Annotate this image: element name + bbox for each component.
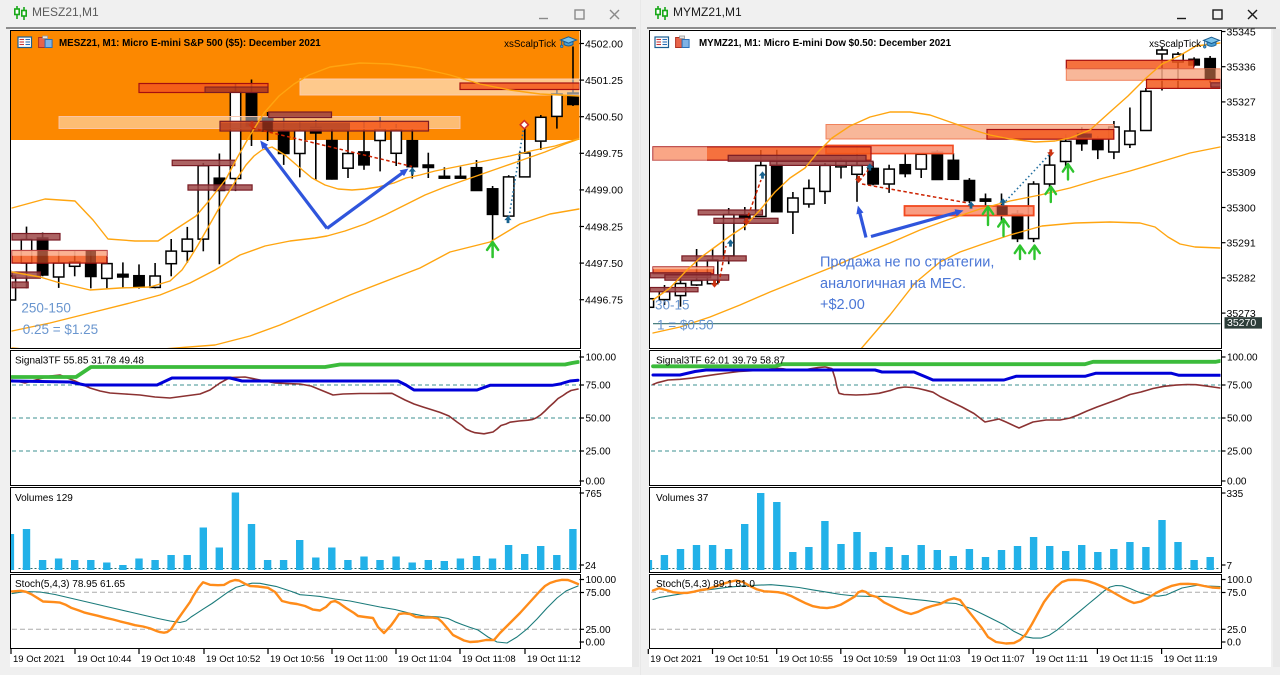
svg-text:MESZ21, M1: Micro E-mini S&P: MESZ21, M1: Micro E-mini S&P 500 ($5): D… (59, 38, 321, 49)
svg-text:35318: 35318 (1227, 132, 1256, 144)
svg-text:25.00: 25.00 (586, 625, 611, 636)
svg-text:4496.75: 4496.75 (585, 295, 623, 307)
svg-text:335: 335 (1227, 489, 1244, 500)
svg-text:19 Oct 10:44: 19 Oct 10:44 (77, 654, 131, 665)
svg-text:0.00: 0.00 (586, 477, 606, 488)
svg-text:19 Oct 11:11: 19 Oct 11:11 (1035, 654, 1088, 665)
svg-text:xsScalpTick: xsScalpTick (1149, 39, 1201, 50)
svg-text:4499.00: 4499.00 (585, 185, 623, 197)
svg-text:0.00: 0.00 (1227, 477, 1247, 488)
svg-text:Signal3TF 62.01 39.79 58.87: Signal3TF 62.01 39.79 58.87 (656, 356, 785, 367)
svg-text:100.00: 100.00 (586, 353, 617, 364)
svg-text:50.00: 50.00 (586, 414, 611, 425)
svg-text:35300: 35300 (1227, 202, 1256, 214)
svg-text:19 Oct 10:59: 19 Oct 10:59 (843, 654, 897, 665)
svg-text:19 Oct 10:55: 19 Oct 10:55 (779, 654, 833, 665)
svg-text:25.0: 25.0 (1227, 625, 1247, 636)
svg-text:4498.25: 4498.25 (585, 221, 623, 233)
svg-text:Stoch(5,4,3) 78.95 61.65: Stoch(5,4,3) 78.95 61.65 (15, 579, 126, 590)
svg-text:24: 24 (585, 561, 597, 572)
svg-text:4500.50: 4500.50 (585, 112, 623, 124)
svg-text:4497.50: 4497.50 (585, 258, 623, 270)
svg-text:19 Oct 11:08: 19 Oct 11:08 (462, 654, 516, 665)
svg-text:50.00: 50.00 (1227, 414, 1252, 425)
svg-text:75.0: 75.0 (1227, 588, 1247, 599)
svg-text:35270: 35270 (1227, 317, 1256, 329)
svg-text:35282: 35282 (1227, 273, 1256, 285)
svg-text:19 Oct 10:52: 19 Oct 10:52 (206, 654, 260, 665)
svg-text:100.00: 100.00 (1227, 353, 1258, 364)
svg-text:35309: 35309 (1227, 167, 1256, 179)
svg-text:19 Oct 11:04: 19 Oct 11:04 (398, 654, 452, 665)
svg-text:19 Oct 10:51: 19 Oct 10:51 (715, 654, 769, 665)
svg-text:19 Oct 11:12: 19 Oct 11:12 (527, 654, 581, 665)
svg-text:19 Oct 10:56: 19 Oct 10:56 (270, 654, 324, 665)
svg-text:7: 7 (1227, 561, 1233, 572)
svg-text:100.00: 100.00 (586, 575, 617, 586)
svg-text:19 Oct 2021: 19 Oct 2021 (650, 654, 702, 665)
svg-text:30-15: 30-15 (655, 298, 690, 313)
svg-text:4499.75: 4499.75 (585, 148, 623, 160)
svg-text:19 Oct 11:07: 19 Oct 11:07 (971, 654, 1025, 665)
svg-text:xsScalpTick: xsScalpTick (504, 39, 556, 50)
svg-text:Volumes 129: Volumes 129 (15, 493, 73, 504)
svg-text:35291: 35291 (1227, 238, 1256, 250)
svg-text:35327: 35327 (1227, 97, 1256, 109)
svg-text:35336: 35336 (1227, 62, 1256, 74)
svg-text:75.00: 75.00 (586, 381, 611, 392)
svg-text:0.0: 0.0 (1227, 638, 1241, 649)
svg-text:Volumes 37: Volumes 37 (656, 493, 709, 504)
svg-text:75.00: 75.00 (1227, 381, 1252, 392)
svg-text:аналогичная на МЕС.: аналогичная на МЕС. (820, 276, 966, 292)
svg-text:1 = $0.50: 1 = $0.50 (657, 318, 714, 333)
svg-text:0.25 = $1.25: 0.25 = $1.25 (23, 322, 98, 337)
svg-text:25.00: 25.00 (1227, 447, 1252, 458)
svg-text:Stoch(5,4,3) 89.1 81.0: Stoch(5,4,3) 89.1 81.0 (656, 579, 755, 590)
svg-text:4501.25: 4501.25 (585, 75, 623, 87)
svg-text:4502.00: 4502.00 (585, 38, 623, 50)
svg-text:100.0: 100.0 (1227, 575, 1252, 586)
svg-text:+$2.00: +$2.00 (820, 297, 865, 313)
svg-text:Продажа не по стратегии,: Продажа не по стратегии, (820, 255, 994, 271)
svg-text:19 Oct 11:00: 19 Oct 11:00 (334, 654, 388, 665)
svg-text:35345: 35345 (1227, 26, 1256, 38)
svg-text:19 Oct 11:19: 19 Oct 11:19 (1164, 654, 1218, 665)
svg-text:19 Oct 10:48: 19 Oct 10:48 (141, 654, 195, 665)
svg-text:Signal3TF 55.85 31.78 49.48: Signal3TF 55.85 31.78 49.48 (15, 356, 144, 367)
svg-text:35273: 35273 (1227, 308, 1256, 320)
svg-text:19 Oct 2021: 19 Oct 2021 (13, 654, 65, 665)
svg-text:765: 765 (585, 489, 602, 500)
svg-text:250-150: 250-150 (21, 301, 71, 316)
svg-text:19 Oct 11:03: 19 Oct 11:03 (907, 654, 961, 665)
svg-text:75.00: 75.00 (586, 588, 611, 599)
svg-text:MYMZ21, M1: Micro E-mini Dow: MYMZ21, M1: Micro E-mini Dow $0.50: Dece… (699, 38, 952, 49)
svg-text:19 Oct 11:15: 19 Oct 11:15 (1099, 654, 1153, 665)
svg-text:0.00: 0.00 (586, 638, 606, 649)
svg-text:25.00: 25.00 (586, 447, 611, 458)
